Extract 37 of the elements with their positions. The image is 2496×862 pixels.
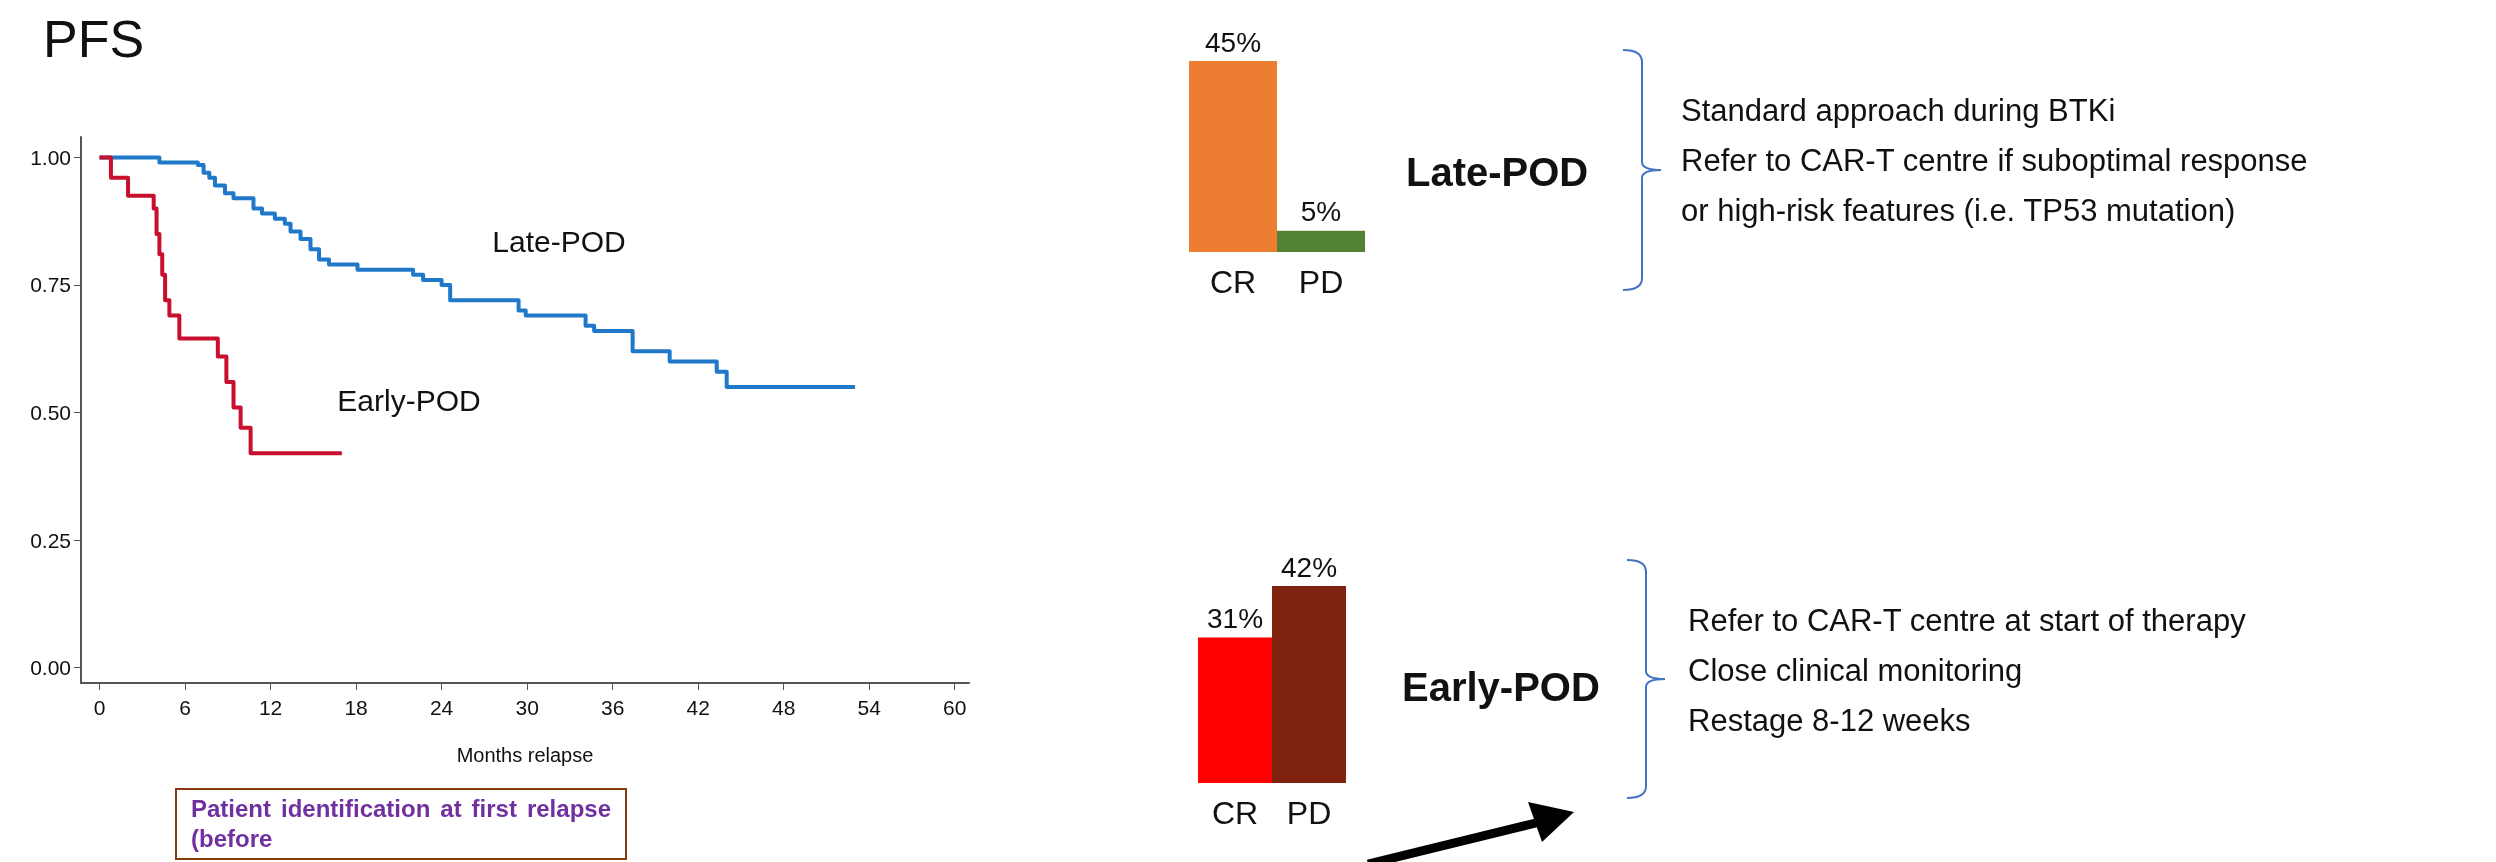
- chart-title: PFS: [43, 10, 145, 68]
- data-label: 42%: [1280, 551, 1338, 583]
- data-label: 5%: [1300, 196, 1342, 228]
- x-tick-label: 6: [179, 696, 191, 719]
- x-tick-label: 36: [600, 696, 625, 719]
- data-label: 45%: [1204, 26, 1262, 58]
- x-tick-label: PD: [1298, 264, 1344, 300]
- x-tick-label: 24: [429, 696, 454, 719]
- y-tick-label: 0.25: [30, 528, 71, 552]
- text: or high-risk features (i.e. TP53 mutation): [1681, 192, 2237, 230]
- x-tick-label: 0: [93, 696, 106, 719]
- x-tick-label: PD: [1286, 795, 1332, 831]
- x-tick-label: CR: [1209, 264, 1257, 300]
- x-tick-label: 48: [772, 696, 796, 719]
- x-tick-label: 12: [258, 696, 283, 719]
- x-tick-label: CR: [1211, 795, 1259, 831]
- text: Refer to CAR-T centre at start of therapy: [1688, 602, 2246, 640]
- y-tick-label: 0.00: [30, 656, 71, 680]
- text: Restage 8-12 weeks: [1688, 702, 1972, 740]
- y-tick-label: 1.00: [30, 145, 71, 169]
- series-label: Early-POD: [337, 383, 481, 417]
- x-tick-label: 60: [943, 696, 967, 719]
- text: Refer to CAR-T centre if suboptimal response: [1681, 142, 2308, 180]
- data-label: 31%: [1206, 603, 1264, 635]
- y-tick-label: 0.75: [30, 273, 71, 297]
- text: Early-POD: [1402, 665, 1600, 710]
- text: Standard approach during BTKi: [1681, 92, 2117, 130]
- text: Patient identification at first relapse (before: [175, 788, 627, 860]
- x-tick-label: 54: [857, 696, 882, 719]
- text: Close clinical monitoring: [1688, 652, 2024, 690]
- series-label: Late-POD: [492, 224, 626, 258]
- x-axis-title: Months relapse: [456, 744, 594, 766]
- x-tick-label: 42: [686, 696, 710, 719]
- x-tick-label: 18: [344, 696, 368, 719]
- y-tick-label: 0.50: [30, 401, 71, 425]
- text: Late-POD: [1406, 150, 1589, 195]
- x-tick-label: 30: [515, 696, 539, 719]
